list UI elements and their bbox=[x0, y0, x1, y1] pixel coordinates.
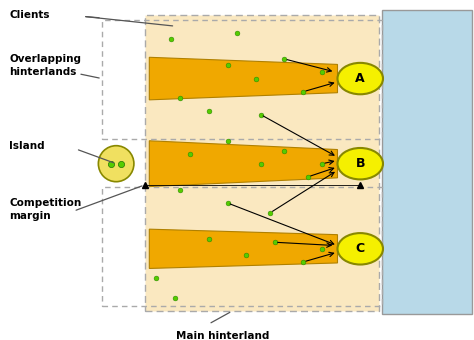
Circle shape bbox=[337, 148, 383, 180]
Text: C: C bbox=[356, 242, 365, 255]
Text: Island: Island bbox=[9, 141, 45, 151]
Bar bbox=[102, 187, 382, 306]
Ellipse shape bbox=[98, 146, 134, 182]
Polygon shape bbox=[149, 57, 337, 100]
Text: Competition
margin: Competition margin bbox=[9, 198, 82, 221]
Polygon shape bbox=[149, 141, 337, 187]
Circle shape bbox=[337, 63, 383, 94]
Polygon shape bbox=[149, 229, 337, 269]
Text: Clients: Clients bbox=[9, 10, 50, 20]
Circle shape bbox=[337, 233, 383, 265]
Bar bbox=[102, 20, 382, 139]
Bar bbox=[382, 10, 472, 314]
Bar bbox=[145, 15, 379, 311]
Text: A: A bbox=[356, 72, 365, 85]
Text: Overlapping
hinterlands: Overlapping hinterlands bbox=[9, 54, 82, 77]
Text: B: B bbox=[356, 157, 365, 170]
Text: Main hinterland: Main hinterland bbox=[176, 331, 269, 340]
